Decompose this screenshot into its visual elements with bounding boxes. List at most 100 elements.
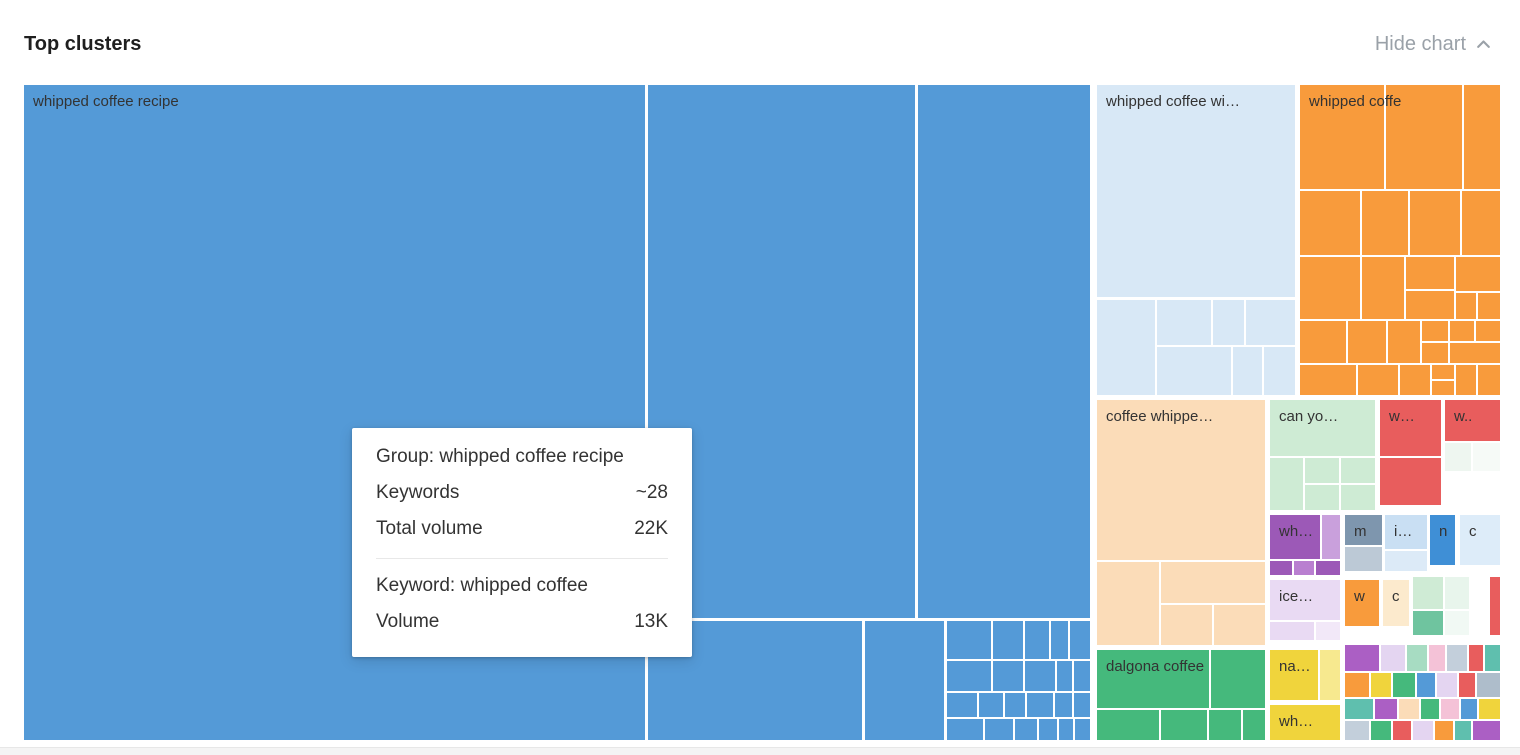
treemap-cell[interactable] bbox=[1358, 365, 1398, 395]
treemap-cell[interactable] bbox=[1161, 605, 1212, 645]
treemap-cell[interactable] bbox=[1421, 699, 1439, 719]
treemap-cell[interactable] bbox=[1393, 721, 1411, 740]
treemap-cell[interactable] bbox=[1300, 321, 1346, 363]
treemap-cell[interactable] bbox=[1456, 257, 1500, 291]
treemap-cell[interactable] bbox=[1027, 693, 1053, 717]
treemap-cell[interactable] bbox=[1399, 699, 1419, 719]
treemap-cell[interactable] bbox=[1476, 321, 1500, 341]
treemap-cell[interactable] bbox=[1341, 485, 1375, 510]
treemap-cell[interactable] bbox=[1316, 622, 1340, 640]
treemap-cell[interactable] bbox=[1057, 661, 1072, 691]
treemap-cell[interactable] bbox=[1490, 577, 1500, 635]
treemap-cell[interactable] bbox=[1270, 650, 1318, 700]
hide-chart-button[interactable]: Hide chart bbox=[1375, 33, 1492, 56]
treemap-cell[interactable] bbox=[1025, 621, 1049, 659]
treemap-cell[interactable] bbox=[1074, 661, 1090, 691]
treemap-cell[interactable] bbox=[1345, 515, 1382, 545]
treemap-cell[interactable] bbox=[1473, 443, 1500, 471]
treemap-cell[interactable] bbox=[1432, 381, 1454, 395]
treemap-cell[interactable] bbox=[1305, 458, 1339, 483]
treemap-cell[interactable] bbox=[1316, 561, 1340, 575]
treemap-cell[interactable] bbox=[1429, 645, 1445, 671]
treemap-cell[interactable] bbox=[1447, 645, 1467, 671]
treemap-cell[interactable] bbox=[1025, 661, 1055, 691]
treemap-cell[interactable] bbox=[947, 719, 983, 740]
treemap-cell[interactable] bbox=[1473, 721, 1500, 740]
treemap-cell[interactable] bbox=[993, 621, 1023, 659]
treemap-cell[interactable] bbox=[648, 85, 915, 618]
treemap-cell[interactable] bbox=[1322, 515, 1340, 559]
treemap-cell[interactable] bbox=[1455, 721, 1471, 740]
treemap-cell[interactable] bbox=[1393, 673, 1415, 697]
treemap-cell[interactable] bbox=[1270, 705, 1340, 740]
treemap-cell[interactable] bbox=[1015, 719, 1037, 740]
treemap-cell[interactable] bbox=[1055, 693, 1072, 717]
treemap-cell[interactable] bbox=[1478, 365, 1500, 395]
treemap-cell[interactable] bbox=[1243, 710, 1265, 740]
treemap-cell[interactable] bbox=[1445, 400, 1500, 441]
treemap-cell[interactable] bbox=[1371, 721, 1391, 740]
treemap-cell[interactable] bbox=[1485, 645, 1500, 671]
treemap-cell[interactable] bbox=[1075, 719, 1090, 740]
treemap-cell[interactable] bbox=[1441, 699, 1459, 719]
treemap-cell[interactable] bbox=[947, 661, 991, 691]
treemap-cell[interactable] bbox=[1300, 191, 1360, 255]
treemap-cell[interactable] bbox=[1417, 673, 1435, 697]
treemap-cell[interactable] bbox=[1432, 365, 1454, 379]
treemap-cell[interactable] bbox=[1381, 645, 1405, 671]
treemap-cell[interactable] bbox=[1294, 561, 1314, 575]
treemap-cell[interactable] bbox=[1345, 673, 1369, 697]
treemap-cell[interactable] bbox=[1270, 561, 1292, 575]
treemap-cell[interactable] bbox=[1386, 85, 1462, 189]
treemap-cell[interactable] bbox=[1445, 611, 1469, 635]
treemap-cell[interactable] bbox=[1479, 699, 1500, 719]
treemap-cell[interactable] bbox=[1450, 343, 1500, 363]
treemap-cell[interactable] bbox=[1070, 621, 1090, 659]
treemap-cell[interactable] bbox=[918, 85, 1090, 618]
treemap-cell[interactable] bbox=[985, 719, 1013, 740]
treemap-cell[interactable] bbox=[947, 693, 977, 717]
treemap-cell[interactable] bbox=[1456, 293, 1476, 319]
treemap-cell[interactable] bbox=[1270, 458, 1303, 510]
treemap-cell[interactable] bbox=[1413, 577, 1443, 609]
treemap-cell[interactable] bbox=[1097, 85, 1295, 297]
treemap-cell[interactable] bbox=[1437, 673, 1457, 697]
treemap-cell[interactable] bbox=[1371, 673, 1391, 697]
treemap-cell[interactable] bbox=[1097, 650, 1209, 708]
treemap-cell[interactable] bbox=[1422, 343, 1448, 363]
treemap-cell[interactable] bbox=[1362, 191, 1408, 255]
treemap-cell[interactable] bbox=[1445, 443, 1471, 471]
treemap-cell[interactable] bbox=[947, 621, 991, 659]
treemap-cell[interactable] bbox=[1211, 650, 1265, 708]
treemap-cell[interactable] bbox=[993, 661, 1023, 691]
treemap-cell[interactable] bbox=[1161, 710, 1207, 740]
treemap-cell[interactable] bbox=[1375, 699, 1397, 719]
treemap-cell[interactable] bbox=[1362, 257, 1404, 319]
treemap-cell[interactable] bbox=[1406, 257, 1454, 289]
treemap-cell[interactable] bbox=[1460, 515, 1500, 565]
treemap-cell[interactable] bbox=[1478, 293, 1500, 319]
treemap-cell[interactable] bbox=[1469, 645, 1483, 671]
treemap-cell[interactable] bbox=[1270, 515, 1320, 559]
treemap-cell[interactable] bbox=[1209, 710, 1241, 740]
treemap-cell[interactable] bbox=[1074, 693, 1090, 717]
treemap-cell[interactable] bbox=[1413, 721, 1433, 740]
treemap-cell[interactable] bbox=[1300, 365, 1356, 395]
treemap-cell[interactable] bbox=[1400, 365, 1430, 395]
treemap-cell[interactable] bbox=[1341, 458, 1375, 483]
treemap-cell[interactable] bbox=[1422, 321, 1448, 341]
treemap-cell[interactable] bbox=[1157, 347, 1231, 395]
treemap-cell[interactable] bbox=[1213, 300, 1244, 345]
treemap-cell[interactable] bbox=[1157, 300, 1211, 345]
treemap-cell[interactable] bbox=[1233, 347, 1262, 395]
treemap-cell[interactable] bbox=[1380, 458, 1441, 505]
treemap-cell[interactable] bbox=[1300, 85, 1384, 189]
treemap-cell[interactable] bbox=[1246, 300, 1295, 345]
treemap-cell[interactable] bbox=[1385, 551, 1427, 571]
treemap-cell[interactable] bbox=[1407, 645, 1427, 671]
treemap-cell[interactable] bbox=[1161, 562, 1265, 603]
treemap-cell[interactable] bbox=[1345, 645, 1379, 671]
treemap-cell[interactable] bbox=[1039, 719, 1057, 740]
treemap-cell[interactable] bbox=[1459, 673, 1475, 697]
treemap-cell[interactable] bbox=[1385, 515, 1427, 549]
